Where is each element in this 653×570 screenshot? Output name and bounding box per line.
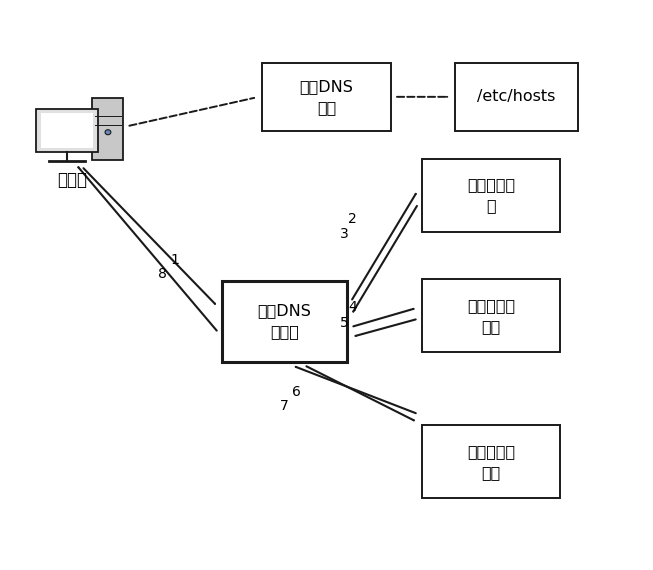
FancyBboxPatch shape <box>422 158 560 231</box>
FancyBboxPatch shape <box>455 63 578 131</box>
FancyArrowPatch shape <box>353 309 413 327</box>
Text: 本地DNS
缓存: 本地DNS 缓存 <box>300 79 353 115</box>
FancyBboxPatch shape <box>262 63 391 131</box>
Text: 根域名服务
器: 根域名服务 器 <box>467 177 515 213</box>
Text: 8: 8 <box>157 267 167 281</box>
FancyArrowPatch shape <box>78 168 217 331</box>
FancyArrowPatch shape <box>296 367 416 413</box>
Text: 2: 2 <box>348 211 357 226</box>
Text: /etc/hosts: /etc/hosts <box>477 89 556 104</box>
FancyBboxPatch shape <box>93 98 123 160</box>
FancyBboxPatch shape <box>41 113 93 148</box>
Text: 本地DNS
服务器: 本地DNS 服务器 <box>258 303 311 340</box>
FancyBboxPatch shape <box>222 281 347 362</box>
Text: 权威域名服
务器: 权威域名服 务器 <box>467 444 515 480</box>
Circle shape <box>105 130 111 135</box>
Text: 顶级域名服
务器: 顶级域名服 务器 <box>467 298 515 334</box>
FancyBboxPatch shape <box>37 109 98 152</box>
Text: 4: 4 <box>348 300 357 315</box>
FancyArrowPatch shape <box>356 319 416 336</box>
FancyBboxPatch shape <box>422 425 560 498</box>
FancyArrowPatch shape <box>129 98 254 126</box>
FancyArrowPatch shape <box>306 367 414 420</box>
FancyBboxPatch shape <box>422 279 560 352</box>
Text: 客户端: 客户端 <box>57 171 87 189</box>
Text: 1: 1 <box>170 253 180 267</box>
Text: 5: 5 <box>340 316 348 329</box>
Text: 6: 6 <box>292 385 300 399</box>
FancyArrowPatch shape <box>353 206 417 312</box>
FancyArrowPatch shape <box>352 194 416 299</box>
FancyArrowPatch shape <box>84 168 215 304</box>
Text: 7: 7 <box>280 399 289 413</box>
Text: 3: 3 <box>340 227 348 242</box>
